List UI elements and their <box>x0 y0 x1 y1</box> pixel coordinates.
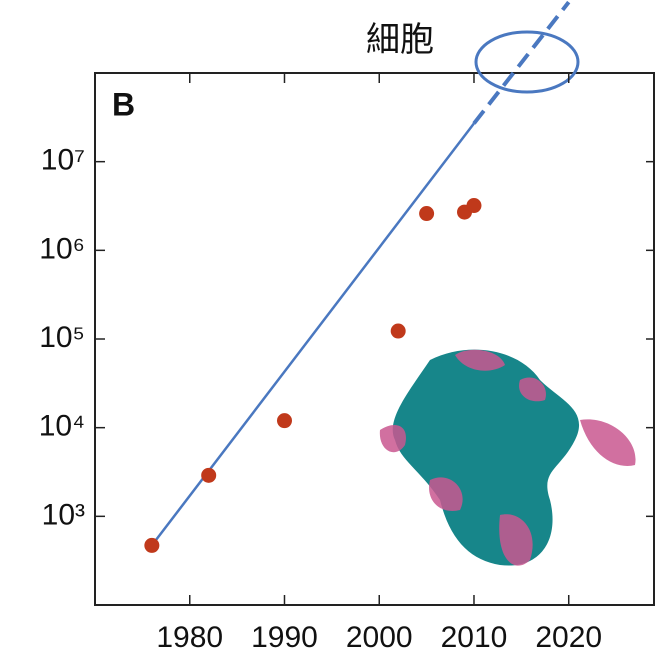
y-tick-label: 10³ <box>42 498 85 531</box>
molecule-image <box>380 350 636 566</box>
annotation: 細胞 <box>366 21 434 59</box>
trend-line <box>152 123 474 545</box>
y-tick-label: 10⁵ <box>39 321 85 354</box>
chart: B 細胞 1980 1990 2000 2010 2020 10³ 10⁴ 10⁵ 10⁶ 10⁷ <box>0 0 655 661</box>
x-tick-label: 2000 <box>346 621 413 654</box>
data-point <box>391 324 406 339</box>
data-point <box>466 198 481 213</box>
data-point <box>201 468 216 483</box>
y-tick-label: 10⁷ <box>41 144 85 177</box>
x-tick-label: 1980 <box>156 621 223 654</box>
data-point <box>144 538 159 553</box>
y-tick-label: 10⁶ <box>39 232 85 265</box>
x-tick-label: 2010 <box>441 621 508 654</box>
trend-extension <box>474 2 569 123</box>
x-tick-label: 2020 <box>535 621 602 654</box>
data-point <box>419 206 434 221</box>
highlight-ellipse <box>476 32 578 92</box>
plot-frame <box>95 73 654 605</box>
y-tick-label: 10⁴ <box>39 410 85 443</box>
data-point <box>277 413 292 428</box>
panel-label: B <box>112 86 135 122</box>
x-tick-label: 1990 <box>251 621 318 654</box>
